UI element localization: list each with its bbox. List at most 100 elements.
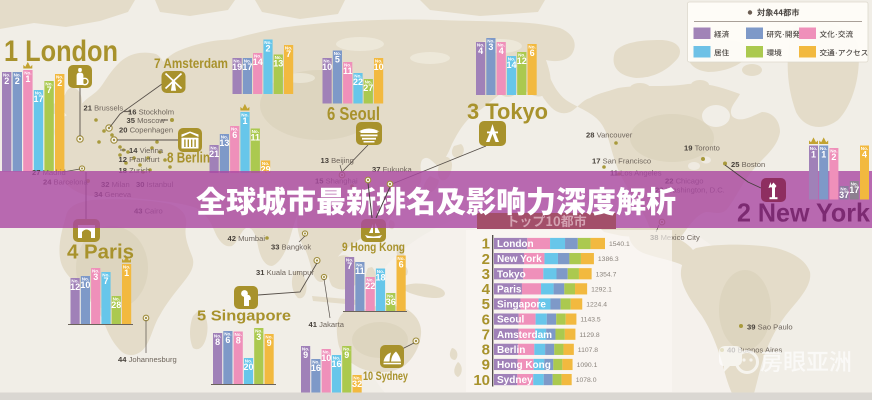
svg-text:No.: No.	[323, 58, 330, 63]
svg-text:No.: No.	[346, 257, 353, 262]
svg-text:Singapore: Singapore	[497, 300, 546, 311]
svg-text:17: 17	[849, 185, 859, 195]
svg-text:Seoul: Seoul	[497, 315, 524, 326]
svg-text:10: 10	[322, 62, 332, 72]
svg-text:3 Tokyo: 3 Tokyo	[467, 99, 548, 124]
svg-text:No.: No.	[344, 62, 351, 67]
svg-text:9: 9	[344, 350, 349, 360]
svg-text:4: 4	[478, 46, 483, 56]
svg-text:No.: No.	[123, 264, 130, 269]
svg-text:39 Sao Paulo: 39 Sao Paulo	[747, 323, 793, 332]
svg-text:4: 4	[499, 46, 504, 56]
svg-text:Berlin: Berlin	[497, 345, 525, 356]
svg-text:37 Fukuoka: 37 Fukuoka	[372, 165, 412, 174]
svg-text:No.: No.	[375, 58, 382, 63]
svg-text:No.: No.	[528, 44, 535, 49]
svg-text:No.: No.	[245, 358, 252, 363]
svg-text:41 Jakarta: 41 Jakarta	[309, 320, 345, 329]
svg-text:4: 4	[862, 150, 867, 160]
svg-text:1129.8: 1129.8	[579, 332, 600, 339]
svg-text:No.: No.	[366, 277, 373, 282]
svg-text:No.: No.	[285, 45, 292, 50]
svg-text:27: 27	[363, 83, 373, 93]
svg-text:No.: No.	[71, 278, 78, 283]
svg-text:9: 9	[267, 338, 272, 348]
svg-text:No.: No.	[45, 81, 52, 86]
svg-text:9: 9	[303, 350, 308, 360]
svg-text:16 Stockholm: 16 Stockholm	[128, 108, 174, 117]
svg-text:10: 10	[80, 280, 90, 290]
svg-text:No.: No.	[353, 375, 360, 380]
svg-text:3: 3	[482, 266, 490, 283]
svg-text:1292.1: 1292.1	[591, 287, 612, 294]
svg-text:No.: No.	[302, 346, 309, 351]
svg-text:No.: No.	[334, 51, 341, 56]
svg-text:6: 6	[232, 130, 237, 140]
svg-text:19: 19	[232, 62, 242, 72]
svg-text:No.: No.	[508, 56, 515, 61]
svg-text:No.: No.	[35, 90, 42, 95]
svg-text:No.: No.	[224, 331, 231, 336]
svg-text:42 Mumbai: 42 Mumbai	[228, 234, 266, 243]
svg-text:No.: No.	[221, 134, 228, 139]
svg-text:44 Johannesburg: 44 Johannesburg	[118, 355, 177, 364]
svg-text:No.: No.	[343, 346, 350, 351]
svg-text:33 Bangkok: 33 Bangkok	[271, 243, 311, 252]
svg-text:1354.7: 1354.7	[596, 271, 617, 278]
svg-text:No.: No.	[840, 186, 847, 191]
svg-text:9 Hong Kong: 9 Hong Kong	[342, 242, 405, 254]
svg-text:5: 5	[482, 296, 490, 313]
svg-text:14: 14	[253, 57, 263, 67]
svg-text:29: 29	[261, 165, 271, 175]
svg-text:28: 28	[111, 300, 121, 310]
svg-text:Amsterdam: Amsterdam	[497, 330, 552, 341]
svg-text:No.: No.	[365, 79, 372, 84]
svg-text:14: 14	[506, 60, 516, 70]
svg-text:25 Boston: 25 Boston	[731, 160, 765, 169]
svg-text:17: 17	[242, 62, 252, 72]
svg-text:10: 10	[321, 353, 331, 363]
svg-text:No.: No.	[3, 72, 10, 77]
svg-text:7: 7	[286, 49, 291, 59]
svg-text:1: 1	[482, 236, 490, 253]
svg-text:No.: No.	[810, 146, 817, 151]
svg-text:20: 20	[243, 362, 253, 372]
svg-text:13: 13	[219, 138, 229, 148]
svg-text:2: 2	[831, 152, 836, 162]
svg-text:11: 11	[343, 66, 353, 76]
svg-text:No.: No.	[252, 129, 259, 134]
svg-text:No.: No.	[322, 349, 329, 354]
svg-text:London: London	[497, 239, 534, 250]
svg-text:16: 16	[311, 363, 321, 373]
svg-text:8: 8	[482, 342, 490, 359]
svg-text:13 Beijing: 13 Beijing	[321, 156, 354, 165]
svg-text:14 Vienna: 14 Vienna	[129, 146, 164, 155]
svg-text:18 Zurich: 18 Zurich	[119, 166, 151, 175]
svg-text:1107.8: 1107.8	[578, 347, 599, 354]
svg-text:37: 37	[839, 190, 849, 200]
svg-text:No.: No.	[333, 355, 340, 360]
svg-text:32: 32	[352, 379, 362, 389]
svg-text:2: 2	[4, 76, 9, 86]
svg-text:No.: No.	[312, 359, 319, 364]
svg-text:19 Toronto: 19 Toronto	[684, 144, 720, 153]
svg-text:1386.3: 1386.3	[598, 256, 619, 263]
svg-text:No.: No.	[387, 293, 394, 298]
svg-text:1: 1	[124, 268, 129, 278]
svg-text:No.: No.	[210, 145, 217, 150]
svg-text:No.: No.	[487, 38, 494, 43]
svg-text:12 Frankfurt: 12 Frankfurt	[119, 155, 161, 164]
svg-text:6: 6	[225, 335, 230, 345]
svg-text:8: 8	[215, 337, 220, 347]
svg-text:7: 7	[47, 85, 52, 95]
svg-text:11: 11	[251, 133, 261, 143]
svg-text:1540.1: 1540.1	[609, 241, 630, 248]
svg-text:28 Vancouver: 28 Vancouver	[586, 131, 633, 140]
svg-text:New York: New York	[497, 254, 542, 265]
svg-text:4: 4	[482, 281, 491, 298]
svg-text:2: 2	[482, 251, 490, 268]
svg-text:No.: No.	[264, 40, 271, 45]
svg-text:1: 1	[821, 150, 826, 160]
svg-text:No.: No.	[518, 52, 525, 57]
svg-text:Sydney: Sydney	[497, 375, 533, 386]
